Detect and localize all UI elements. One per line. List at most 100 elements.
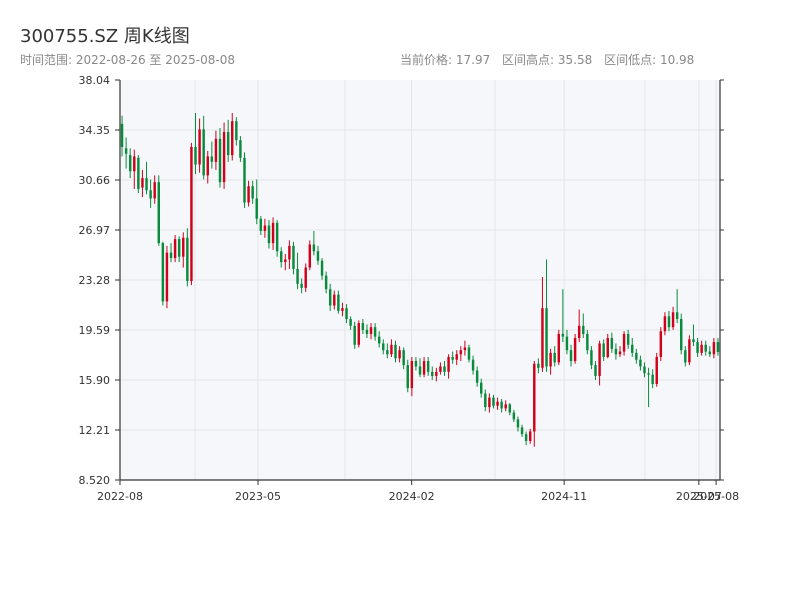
axes: 38.04 34.35 30.66 26.97 23.28 19.59 15.90 12.21… (79, 74, 740, 503)
candle-body (492, 397, 495, 406)
candle (235, 117, 238, 146)
candle (516, 416, 520, 432)
candle-body (149, 190, 152, 199)
candle (382, 339, 385, 355)
candle (512, 409, 516, 423)
candle-body (586, 333, 589, 351)
candle (390, 339, 393, 357)
x-tick-label: 2024-02 (389, 490, 435, 503)
candle (239, 136, 242, 162)
candle-body (577, 325, 581, 338)
y-tick-label: 38.04 (79, 74, 111, 87)
candle (145, 161, 148, 195)
candle (635, 348, 638, 364)
x-tick-label: 2023-05 (235, 490, 281, 503)
candle-body (451, 356, 454, 360)
candle (328, 283, 332, 311)
candle-body (345, 308, 348, 320)
candles (120, 113, 720, 447)
candle-body (280, 251, 283, 263)
candle-body (680, 319, 683, 351)
candle (618, 346, 622, 357)
candle-body (414, 361, 418, 367)
candle-body (467, 347, 471, 360)
candle (231, 113, 234, 161)
candle-body (177, 239, 181, 257)
candle (622, 331, 626, 356)
candle-body (214, 138, 218, 162)
candle (251, 180, 254, 204)
candle-body (504, 404, 507, 409)
candle-body (353, 325, 356, 345)
candle-body (133, 156, 136, 172)
y-tick-label: 34.35 (79, 124, 111, 137)
candle-body (716, 342, 720, 352)
candle (280, 247, 283, 268)
candle (659, 327, 663, 362)
candle (271, 217, 275, 250)
candle-body (512, 412, 516, 420)
candle-body (271, 222, 275, 244)
candle-body (255, 198, 258, 219)
candle (451, 351, 454, 364)
candle (141, 169, 144, 198)
candle-body (688, 339, 691, 363)
candle (128, 148, 132, 179)
candle (500, 398, 503, 413)
candle (471, 355, 475, 375)
candle (312, 230, 316, 256)
candle (463, 340, 467, 356)
candle (684, 346, 687, 367)
candle-body (500, 401, 503, 409)
candle-body (153, 182, 156, 199)
candle (651, 369, 654, 389)
candle (447, 354, 450, 379)
candle (210, 141, 214, 169)
candle (198, 118, 201, 173)
candle-body (480, 382, 483, 394)
candle-body (614, 348, 618, 355)
x-tick-label: 2025-07 (676, 490, 722, 503)
candle-body (663, 316, 667, 332)
candle-body (361, 323, 365, 330)
candle (149, 179, 152, 208)
candle-body (190, 146, 193, 282)
candle-body (684, 350, 687, 363)
candle (496, 397, 499, 410)
candle-body (455, 354, 458, 360)
candle (541, 277, 544, 372)
candle-body (390, 344, 393, 355)
candle-body (308, 244, 312, 268)
candle-body (402, 350, 405, 366)
candle (386, 343, 389, 359)
candle-body (198, 129, 201, 165)
candle (275, 220, 279, 257)
candle-body (675, 312, 679, 320)
candle-body (418, 366, 422, 375)
candle (222, 122, 226, 189)
candle-body (222, 132, 226, 183)
candle-body (410, 361, 414, 389)
candle-body (251, 186, 254, 199)
candle (369, 323, 373, 340)
candle (488, 393, 491, 413)
candle (533, 361, 536, 447)
candle (692, 324, 695, 347)
candle (549, 348, 552, 375)
candle-body (643, 366, 646, 374)
candle-body (671, 312, 675, 328)
candle (696, 337, 699, 357)
candle-body (439, 366, 442, 372)
candle (324, 271, 328, 294)
candle (247, 180, 250, 207)
chart-title: 300755.SZ 周K线图 (20, 26, 190, 47)
candle (680, 313, 683, 355)
candle (406, 359, 409, 393)
candle-body (226, 132, 230, 156)
candle (161, 241, 165, 306)
candle (671, 306, 675, 330)
candle-body (382, 343, 385, 351)
candle (557, 329, 560, 366)
candle-body (247, 186, 250, 203)
candle (357, 320, 360, 348)
